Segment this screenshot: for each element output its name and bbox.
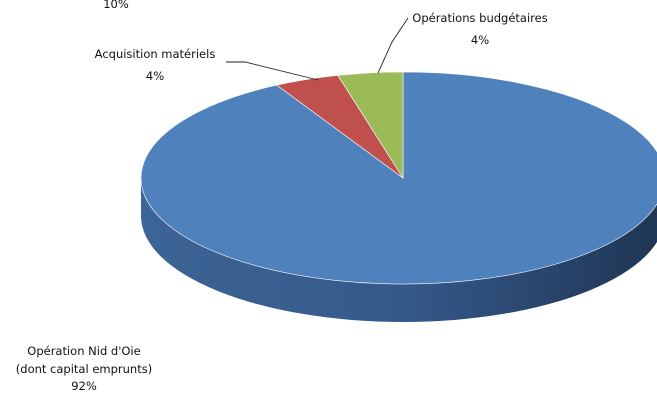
label-operation-nid-d-oie: Opération Nid d'Oie xyxy=(27,344,140,358)
pie-labels: 10% Opération Nid d'Oie (dont capital emp… xyxy=(16,0,548,393)
label-operations-budgetaires: Opérations budgétaires xyxy=(412,11,547,25)
pie-leader-lines xyxy=(226,17,409,81)
leader-line-acquisition-materiels xyxy=(226,61,319,81)
pie-sides xyxy=(141,178,657,322)
value-acquisition-materiels: 4% xyxy=(146,69,164,83)
leader-line-operations-budgetaires xyxy=(377,17,409,74)
value-operations-budgetaires: 4% xyxy=(471,33,489,47)
pie-slice-operations-budgetaires xyxy=(337,71,404,180)
pie-side-operation-nid-d-oie xyxy=(141,178,657,322)
label-acquisition-materiels: Acquisition matériels xyxy=(95,47,216,61)
label-operation-nid-d-oie-line-2: (dont capital emprunts) xyxy=(16,362,152,376)
value-operation-nid-d-oie: 92% xyxy=(71,379,97,393)
partial-label-text: 10% xyxy=(103,0,129,11)
pie-slice-operation-nid-d-oie xyxy=(140,71,657,285)
pie-tops xyxy=(140,71,657,285)
